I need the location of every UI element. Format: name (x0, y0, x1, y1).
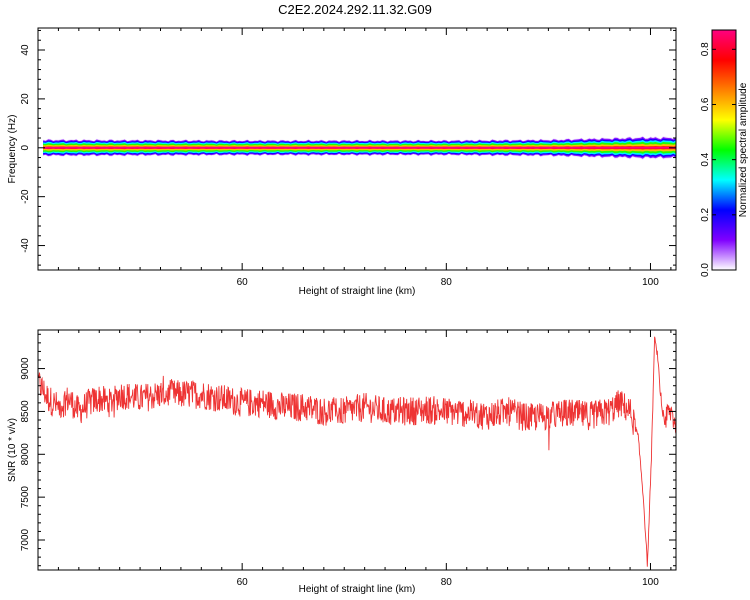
colorbar: 0.0 0.2 0.4 0.6 0.8 Normalized spectral ampl… (700, 29, 749, 277)
heatmap-ticks: 60 80 100 40 20 0 -20 -40 (20, 28, 676, 288)
heatmap-contour (43, 146, 676, 149)
snr-ticks: 60 80 100 9000 8500 8000 7500 7000 (20, 330, 676, 588)
snr-y-axis-label: SNR (10 * v/v) (7, 418, 18, 482)
heatmap-plot-frame (37, 27, 677, 271)
y-tick-label: 7000 (20, 528, 31, 551)
snr-x-axis-label: Height of straight line (km) (299, 584, 416, 595)
x-tick-label: 100 (642, 577, 659, 588)
snr-series (38, 336, 676, 567)
snr-plot-frame (37, 329, 677, 571)
colorbar-tick-label: 0.0 (700, 263, 711, 277)
colorbar-label: Normalized spectral amplitude (738, 82, 749, 217)
y-tick-label: 8500 (20, 400, 31, 423)
y-tick-label: 0 (20, 145, 31, 151)
snr-line (38, 336, 676, 567)
x-tick-label: 80 (441, 277, 453, 288)
y-tick-label: 20 (20, 93, 31, 105)
colorbar-ticks: 0.0 0.2 0.4 0.6 0.8 (700, 42, 736, 277)
y-tick-label: 7500 (20, 486, 31, 509)
y-tick-label: 8000 (20, 443, 31, 466)
x-tick-label: 60 (237, 277, 249, 288)
colorbar-tick-label: 0.8 (700, 42, 711, 56)
heatmap-x-axis-label: Height of straight line (km) (299, 286, 416, 297)
figure-title: C2E2.2024.292.11.32.G09 (278, 2, 432, 17)
colorbar-tick-label: 0.4 (700, 152, 711, 166)
frequency-heatmap-panel: 60 80 100 40 20 0 -20 -40 Height of straight li… (7, 27, 677, 297)
colorbar-tick-label: 0.2 (700, 207, 711, 221)
x-tick-label: 80 (441, 577, 453, 588)
snr-line-panel: 60 80 100 9000 8500 8000 7500 7000 Height of st… (7, 329, 677, 595)
x-tick-label: 100 (642, 277, 659, 288)
colorbar-tick-label: 0.6 (700, 97, 711, 111)
y-tick-label: -40 (20, 238, 31, 253)
y-tick-label: -20 (20, 189, 31, 204)
y-tick-label: 9000 (20, 357, 31, 380)
y-tick-label: 40 (20, 44, 31, 56)
heatmap-band (43, 135, 676, 160)
x-tick-label: 60 (237, 577, 249, 588)
colorbar-gradient (711, 29, 737, 271)
heatmap-y-axis-label: Frequency (Hz) (7, 115, 18, 184)
